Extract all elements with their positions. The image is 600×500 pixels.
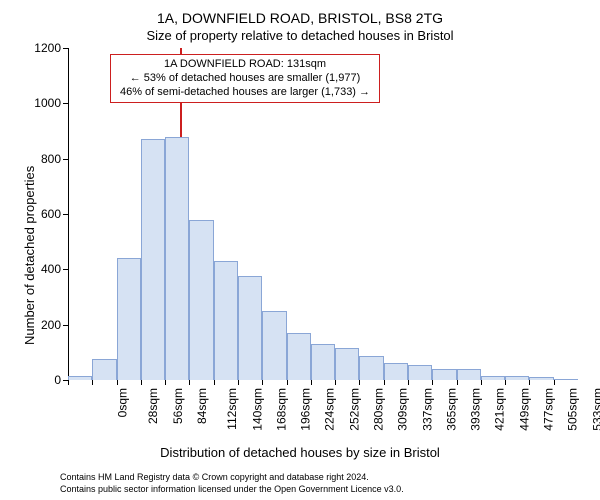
- footer-line-1: Contains HM Land Registry data © Crown c…: [60, 472, 369, 482]
- y-tick-mark: [63, 159, 68, 160]
- histogram-bar: [335, 348, 359, 380]
- histogram-bar: [68, 376, 92, 380]
- x-tick-mark: [457, 380, 458, 385]
- x-tick-mark: [165, 380, 166, 385]
- y-tick-label: 200: [27, 318, 61, 332]
- histogram-bar: [262, 311, 286, 380]
- x-tick-label: 337sqm: [420, 388, 434, 431]
- x-tick-mark: [335, 380, 336, 385]
- x-axis-label: Distribution of detached houses by size …: [0, 445, 600, 460]
- x-tick-mark: [92, 380, 93, 385]
- histogram-bar: [359, 356, 383, 380]
- y-tick-label: 400: [27, 262, 61, 276]
- histogram-bar: [214, 261, 238, 380]
- footer-line-2: Contains public sector information licen…: [60, 484, 404, 494]
- x-tick-label: 309sqm: [396, 388, 410, 431]
- histogram-bar: [141, 139, 165, 380]
- histogram-bar: [117, 258, 141, 380]
- x-tick-label: 112sqm: [225, 388, 239, 430]
- x-tick-label: 56sqm: [171, 388, 185, 424]
- histogram-bar: [189, 220, 213, 380]
- x-tick-label: 28sqm: [146, 388, 160, 424]
- x-tick-label: 140sqm: [250, 388, 264, 431]
- x-tick-label: 393sqm: [469, 388, 483, 431]
- histogram-bar: [311, 344, 335, 380]
- y-tick-mark: [63, 269, 68, 270]
- x-tick-mark: [214, 380, 215, 385]
- x-tick-mark: [529, 380, 530, 385]
- x-tick-mark: [359, 380, 360, 385]
- histogram-bar: [92, 359, 116, 380]
- annotation-line-1: 1A DOWNFIELD ROAD: 131sqm: [114, 58, 376, 72]
- histogram-bar: [481, 376, 505, 380]
- x-tick-mark: [68, 380, 69, 385]
- x-tick-label: 196sqm: [299, 388, 313, 431]
- histogram-bar: [238, 276, 262, 380]
- x-tick-label: 84sqm: [195, 388, 209, 424]
- x-tick-mark: [554, 380, 555, 385]
- histogram-bar: [287, 333, 311, 380]
- x-tick-mark: [432, 380, 433, 385]
- histogram-bar: [384, 363, 408, 380]
- x-tick-mark: [262, 380, 263, 385]
- x-tick-mark: [311, 380, 312, 385]
- x-tick-label: 365sqm: [445, 388, 459, 431]
- annotation-box: 1A DOWNFIELD ROAD: 131sqm ← 53% of detac…: [110, 54, 380, 103]
- x-tick-mark: [141, 380, 142, 385]
- x-tick-mark: [481, 380, 482, 385]
- y-tick-label: 1000: [27, 96, 61, 110]
- x-tick-label: 0sqm: [115, 388, 129, 417]
- y-tick-mark: [63, 48, 68, 49]
- chart-subtitle: Size of property relative to detached ho…: [0, 28, 600, 43]
- x-tick-mark: [287, 380, 288, 385]
- y-tick-mark: [63, 103, 68, 104]
- x-tick-label: 533sqm: [590, 388, 600, 431]
- x-tick-mark: [384, 380, 385, 385]
- annotation-line-2: ← 53% of detached houses are smaller (1,…: [114, 72, 376, 86]
- x-tick-label: 280sqm: [372, 388, 386, 431]
- x-tick-label: 477sqm: [542, 388, 556, 431]
- y-tick-label: 600: [27, 207, 61, 221]
- x-tick-label: 168sqm: [275, 388, 289, 431]
- histogram-bar: [457, 369, 481, 380]
- histogram-bar: [408, 365, 432, 380]
- x-tick-mark: [117, 380, 118, 385]
- chart-root: { "chart": { "type": "histogram", "width…: [0, 0, 600, 500]
- annotation-line-3: 46% of semi-detached houses are larger (…: [114, 86, 376, 100]
- x-tick-mark: [189, 380, 190, 385]
- histogram-bar: [529, 377, 553, 380]
- x-tick-label: 505sqm: [566, 388, 580, 431]
- x-tick-label: 421sqm: [493, 388, 507, 431]
- y-tick-label: 0: [27, 373, 61, 387]
- x-tick-label: 224sqm: [323, 388, 337, 431]
- y-tick-mark: [63, 214, 68, 215]
- chart-title: 1A, DOWNFIELD ROAD, BRISTOL, BS8 2TG: [0, 10, 600, 26]
- histogram-bar: [165, 137, 189, 380]
- histogram-bar: [554, 379, 578, 380]
- x-tick-label: 252sqm: [347, 388, 361, 431]
- histogram-bar: [432, 369, 456, 380]
- x-tick-mark: [238, 380, 239, 385]
- x-tick-label: 449sqm: [517, 388, 531, 431]
- x-tick-mark: [505, 380, 506, 385]
- histogram-bar: [505, 376, 529, 380]
- y-tick-label: 1200: [27, 41, 61, 55]
- x-tick-mark: [408, 380, 409, 385]
- y-axis-line: [68, 48, 69, 380]
- y-tick-label: 800: [27, 152, 61, 166]
- y-tick-mark: [63, 325, 68, 326]
